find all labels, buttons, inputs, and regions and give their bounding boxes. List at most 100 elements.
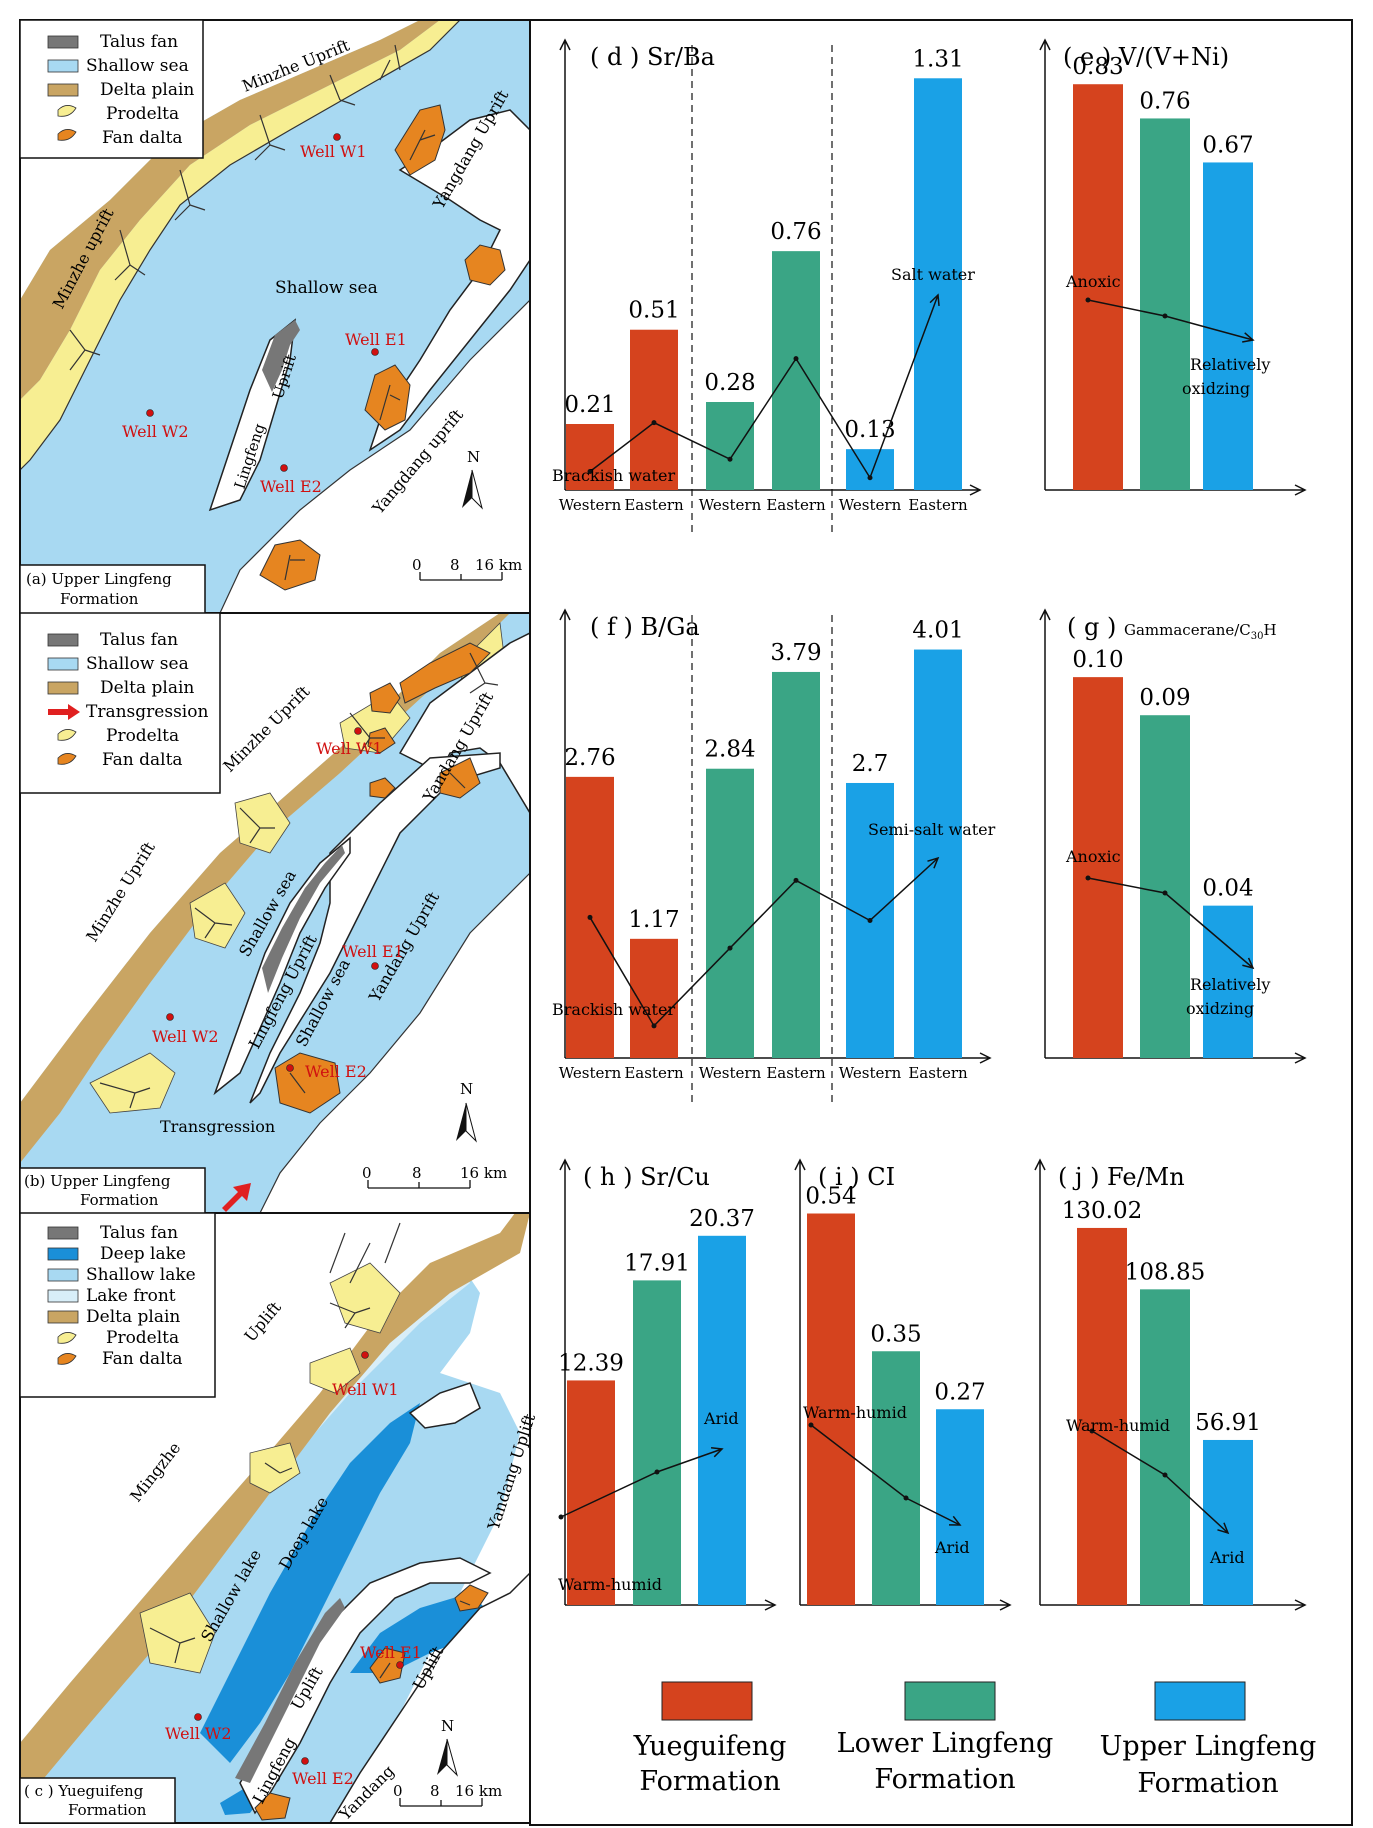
- chart-title: ( g ) Gammacerane/C30H: [1067, 613, 1277, 642]
- data-label: 1.17: [628, 907, 679, 933]
- tick-label: Western: [559, 1064, 622, 1082]
- bar: [630, 329, 678, 490]
- legend-label: Fan dalta: [102, 1349, 183, 1369]
- yandang-uprift-area: [249, 752, 501, 1104]
- legend-label: Formation: [639, 1766, 780, 1797]
- tick-label: Eastern: [766, 496, 826, 514]
- svg-text:8: 8: [430, 1782, 440, 1800]
- map-legend: Talus fan Shallow sea Delta plain Transg…: [19, 613, 221, 794]
- trend-point: [651, 1023, 657, 1029]
- legend-label: Prodelta: [106, 1328, 179, 1348]
- data-label: 130.02: [1062, 1198, 1142, 1224]
- trend-point: [727, 945, 733, 951]
- svg-text:Well W1: Well W1: [332, 1380, 399, 1399]
- data-label: 56.91: [1195, 1410, 1261, 1436]
- svg-text:N: N: [467, 448, 480, 466]
- legend-swatch-lake-front: [47, 1289, 79, 1303]
- bar: [1077, 1227, 1127, 1605]
- legend-swatch-lower-lingfeng: [904, 1681, 996, 1721]
- fan-delta-area: [369, 682, 401, 714]
- legend-label: Delta plain: [100, 80, 194, 100]
- annotation: Brackish water: [552, 466, 675, 485]
- well-marker: Well E1: [345, 330, 407, 356]
- svg-text:16 km: 16 km: [460, 1164, 507, 1182]
- well-marker: Well E2: [292, 1757, 354, 1788]
- lingfeng-uprift-area: [213, 836, 351, 1096]
- trend-point: [793, 356, 799, 362]
- chart-title: ( h ) Sr/Cu: [583, 1163, 710, 1191]
- y-axis: [794, 1158, 806, 1605]
- transgression-arrow-icon: [222, 1183, 251, 1212]
- data-label: 0.67: [1202, 132, 1253, 158]
- legend-label: Formation: [874, 1764, 1015, 1795]
- uplift-area: [329, 1571, 530, 1823]
- map-c: Talus fan Deep lake Shallow lake Lake fr…: [19, 1213, 539, 1825]
- legend-label: Prodelta: [106, 104, 179, 124]
- bar: [706, 768, 754, 1058]
- annotation: Arid: [1209, 1548, 1245, 1567]
- fan-delta-area: [369, 777, 396, 799]
- yangdang-uprift-area: [368, 109, 530, 452]
- legend-swatch-fan-delta: [57, 753, 77, 765]
- svg-text:16 km: 16 km: [455, 1782, 502, 1800]
- talus-fan-area: [262, 320, 300, 392]
- legend-label: Shallow sea: [86, 56, 189, 76]
- map-label: Transgression: [160, 1117, 275, 1136]
- svg-text:0: 0: [393, 1782, 403, 1800]
- svg-text:Well E1: Well E1: [342, 942, 404, 961]
- annotation: Anoxic: [1065, 272, 1121, 291]
- bar: [567, 1380, 615, 1605]
- trend-point: [587, 469, 593, 475]
- talus-fan-area: [235, 1598, 345, 1783]
- svg-text:Well E2: Well E2: [305, 1062, 367, 1081]
- trend-point: [867, 917, 873, 923]
- bar: [1203, 162, 1253, 490]
- legend-swatch-fan-delta: [57, 1353, 77, 1365]
- prodelta-area: [234, 792, 291, 854]
- annotation: Warm-humid: [558, 1575, 662, 1594]
- chart-title: ( f ) B/Ga: [590, 613, 700, 641]
- svg-text:Well W2: Well W2: [165, 1724, 232, 1743]
- legend-label: Fan dalta: [102, 128, 183, 148]
- north-arrow-icon: N: [462, 448, 483, 510]
- svg-text:Well W1: Well W1: [300, 142, 367, 161]
- legend-swatch-prodelta: [57, 105, 77, 117]
- legend-swatch-deep-lake: [47, 1247, 79, 1261]
- annotation: Relatively: [1190, 355, 1270, 374]
- data-label: 0.04: [1202, 876, 1253, 902]
- svg-text:0: 0: [412, 556, 422, 574]
- data-label: 108.85: [1125, 1259, 1205, 1285]
- fan-delta-area: [367, 727, 396, 754]
- well-marker: Well E2: [286, 1062, 367, 1081]
- svg-text:Well W2: Well W2: [122, 422, 189, 441]
- bar: [846, 449, 894, 490]
- bar: [1140, 715, 1190, 1058]
- svg-text:Well W1: Well W1: [316, 739, 383, 758]
- data-label: 0.83: [1072, 54, 1123, 80]
- tick-label: Eastern: [908, 1064, 968, 1082]
- svg-text:8: 8: [450, 556, 460, 574]
- chart-title: ( j ) Fe/Mn: [1058, 1163, 1185, 1191]
- tick-label: Western: [699, 496, 762, 514]
- annotation: Relatively: [1190, 975, 1270, 994]
- y-axis: [559, 1158, 571, 1605]
- data-label: 0.09: [1139, 685, 1190, 711]
- data-label: 0.21: [564, 392, 615, 418]
- data-label: 0.54: [805, 1184, 856, 1210]
- bar: [633, 1280, 681, 1605]
- y-axis: [1039, 38, 1051, 490]
- bar: [1073, 84, 1123, 490]
- distributary-channels: [69, 44, 436, 581]
- delta-plain-area: [20, 20, 440, 400]
- chart-title: ( d ) Sr/Ba: [590, 43, 715, 71]
- trend-point: [654, 1469, 660, 1475]
- bar: [1073, 677, 1123, 1058]
- fan-delta-area: [439, 757, 481, 799]
- trend-point: [1085, 297, 1091, 303]
- bar: [1203, 1439, 1253, 1605]
- well-marker: Well W1: [332, 1351, 399, 1399]
- data-label: 12.39: [558, 1350, 624, 1376]
- trend-point: [793, 877, 799, 883]
- legend-label: Delta plain: [86, 1307, 180, 1327]
